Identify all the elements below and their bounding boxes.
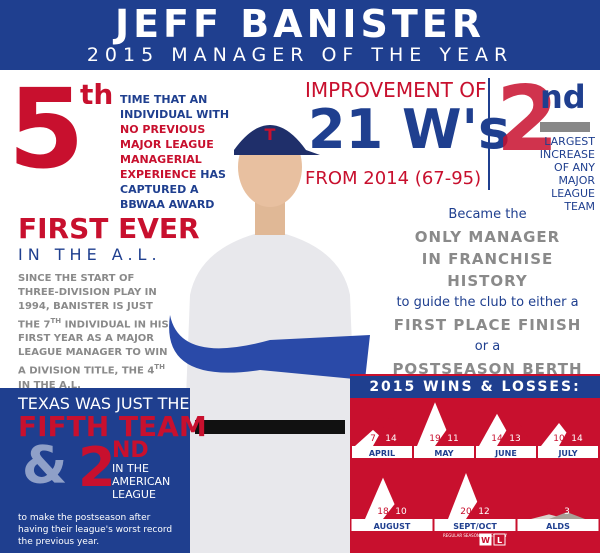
text: INDIVIDUAL IN HIS FIRST YEAR AS A MAJOR … — [18, 319, 169, 377]
header-band — [0, 0, 600, 70]
value-label: 10 — [553, 434, 565, 444]
label-strip — [352, 446, 412, 458]
improvement-value: 21 W's — [308, 98, 511, 161]
suffix: ND — [112, 438, 149, 463]
texas-line: TEXAS WAS JUST THE — [18, 394, 190, 413]
subtitle: 2015 MANAGER OF THE YEAR — [86, 44, 514, 66]
value-label: 19 — [429, 434, 441, 444]
cap — [234, 125, 320, 155]
value-label: 14 — [571, 434, 583, 444]
label-strip — [538, 446, 598, 458]
value-label: 11 — [447, 434, 458, 444]
text: INCREASE — [539, 148, 595, 161]
text: AMERICAN — [112, 475, 171, 488]
second-number: 2 — [496, 67, 559, 172]
triangle — [383, 496, 419, 519]
second-al: 2 — [78, 436, 116, 499]
triangle — [497, 416, 533, 446]
value-label: 13 — [509, 434, 520, 444]
value-label: 3 — [564, 507, 570, 517]
triangle — [549, 512, 585, 519]
manager-photo: T — [169, 125, 370, 553]
text: HAS CAPTURED A BBWAA AWARD — [120, 168, 226, 211]
improvement-from: FROM 2014 (67-95) — [305, 168, 482, 189]
sup: TH — [50, 317, 62, 325]
label-strip — [476, 446, 536, 458]
fifth-team: FIFTH TEAM — [18, 410, 207, 443]
cap-logo: T — [265, 125, 276, 144]
category-label: APRIL — [369, 449, 395, 458]
label-strip — [517, 519, 599, 531]
value-label: 7 — [370, 434, 376, 444]
legend-label: W — [481, 536, 490, 545]
triangle — [373, 413, 409, 446]
ampersand: & — [22, 436, 68, 496]
category-label: AUGUST — [374, 522, 411, 531]
value-label: 10 — [395, 507, 407, 517]
text: LEAGUE TEAM — [551, 187, 595, 213]
highlight: ONLY MANAGER — [414, 228, 561, 246]
triangle — [435, 420, 471, 446]
text: IN THE A.L. — [18, 379, 81, 391]
improvement-label: IMPROVEMENT OF — [305, 78, 487, 102]
category-label: JULY — [557, 449, 577, 458]
big-number: 5 — [8, 65, 85, 193]
legend-label: L — [497, 536, 502, 545]
highlight: IN FRANCHISE HISTORY — [421, 250, 554, 290]
second-text: LARGEST INCREASE OF ANY MAJOR LEAGUE TEAM — [530, 135, 595, 213]
value-label: 12 — [478, 507, 489, 517]
title: JEFF BANISTER — [114, 2, 486, 46]
jersey — [180, 230, 360, 553]
category-label: JUNE — [494, 449, 517, 458]
text: to guide the club to either a — [396, 295, 579, 310]
sup: TH — [154, 363, 165, 372]
category-label: SEPT/OCT — [453, 522, 497, 531]
suffix: th — [80, 78, 114, 111]
text: Became the — [448, 207, 527, 222]
arms — [169, 315, 370, 380]
divider — [488, 78, 490, 190]
triangle — [559, 413, 595, 446]
belt — [195, 420, 345, 434]
chart-title: 2015 WINS & LOSSES: — [369, 379, 580, 395]
text: IN THE — [112, 462, 149, 475]
league-text: IN THE AMERICAN LEAGUE — [112, 462, 170, 501]
triangle — [466, 491, 502, 519]
highlight: NO PREVIOUS MAJOR LEAGUE MANAGERIAL EXPE… — [120, 123, 214, 181]
category-label: ALDS — [546, 522, 570, 531]
category-label: MAY — [434, 449, 453, 458]
value-label: 2 — [546, 507, 552, 517]
wins-losses-chart: 2015 WINS & LOSSES: APRIL 7 14 MAY 19 11 JUNE 1… — [350, 374, 600, 553]
text: TIME THAT AN INDIVIDUAL WITH — [120, 93, 230, 121]
first-ever: FIRST EVER — [18, 212, 200, 245]
label-strip — [414, 446, 474, 458]
category-note: REGULAR SEASON GAMES ONLY — [443, 533, 508, 538]
value-label: 14 — [385, 434, 397, 444]
text: or a — [474, 339, 501, 354]
fifth-text: TIME THAT AN INDIVIDUAL WITH NO PREVIOUS… — [120, 92, 240, 212]
texas-note: to make the postseason after having thei… — [18, 513, 173, 547]
bar — [540, 122, 590, 132]
value-label: 20 — [460, 507, 472, 517]
text: LARGEST — [544, 135, 595, 148]
legend-swatch — [493, 533, 506, 546]
text: OF ANY MAJOR — [554, 161, 595, 187]
chart-title-band — [350, 376, 600, 398]
label-strip — [434, 519, 516, 531]
second-suffix: nd — [540, 78, 586, 116]
value-label: 18 — [377, 507, 389, 517]
text: SINCE THE START OF THREE-DIVISION PLAY I… — [18, 273, 157, 331]
highlight: FIRST PLACE FINISH — [393, 316, 582, 334]
highlight: POSTSEASON BERTH — [392, 360, 583, 378]
value-label: 14 — [491, 434, 503, 444]
since-text: SINCE THE START OF THREE-DIVISION PLAY I… — [18, 272, 176, 393]
in-al: IN THE A.L. — [18, 245, 162, 264]
texas-panel — [0, 388, 190, 553]
text: LEAGUE — [112, 488, 156, 501]
label-strip — [351, 519, 433, 531]
legend-swatch — [479, 533, 492, 546]
